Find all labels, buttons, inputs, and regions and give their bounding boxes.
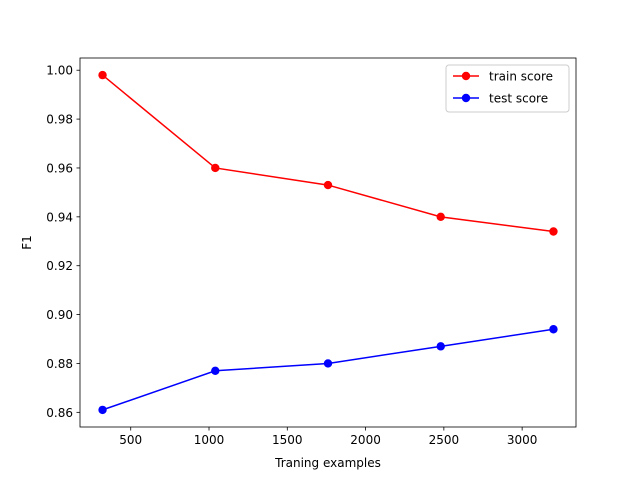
y-tick-label: 0.86 [46, 406, 73, 420]
data-point [549, 325, 558, 334]
x-tick-label: 3000 [507, 433, 538, 447]
y-tick-label: 0.96 [46, 161, 73, 175]
y-tick-label: 0.92 [46, 259, 73, 273]
data-point [98, 70, 107, 80]
data-point [323, 359, 333, 368]
x-tick-label: 1000 [194, 433, 225, 447]
y-axis-label: F1 [20, 235, 34, 250]
x-axis: 500 1000 1500 2000 2500 3000 [119, 427, 537, 447]
x-tick-label: 500 [119, 433, 142, 447]
y-tick-label: 0.94 [46, 210, 73, 224]
x-tick-label: 2000 [350, 433, 381, 447]
legend-label: train score [489, 70, 553, 84]
series-train-score [98, 70, 558, 236]
data-point [549, 227, 558, 236]
legend-marker [461, 71, 471, 81]
legend: train score test score [445, 64, 570, 113]
data-point [211, 163, 220, 173]
legend-marker [461, 93, 471, 103]
series-test-score [98, 325, 558, 415]
legend-item: test score [453, 92, 548, 106]
x-axis-label: Traning examples [274, 456, 381, 470]
x-tick-label: 1500 [272, 433, 303, 447]
data-point [98, 405, 107, 415]
data-point [436, 212, 445, 222]
data-point [211, 366, 220, 375]
y-tick-label: 1.00 [46, 64, 73, 78]
x-tick-label: 2500 [429, 433, 460, 447]
data-point [436, 342, 445, 351]
y-tick-label: 0.98 [46, 113, 73, 127]
y-axis: 0.86 0.88 0.90 0.92 0.94 0.96 0.98 1.00 [46, 64, 80, 420]
plot-area [98, 70, 558, 415]
y-tick-label: 0.90 [46, 308, 73, 322]
legend-item: train score [453, 70, 553, 84]
data-point [323, 180, 333, 190]
y-tick-label: 0.88 [46, 357, 73, 371]
legend-label: test score [489, 92, 548, 106]
axes-frame [79, 57, 577, 428]
